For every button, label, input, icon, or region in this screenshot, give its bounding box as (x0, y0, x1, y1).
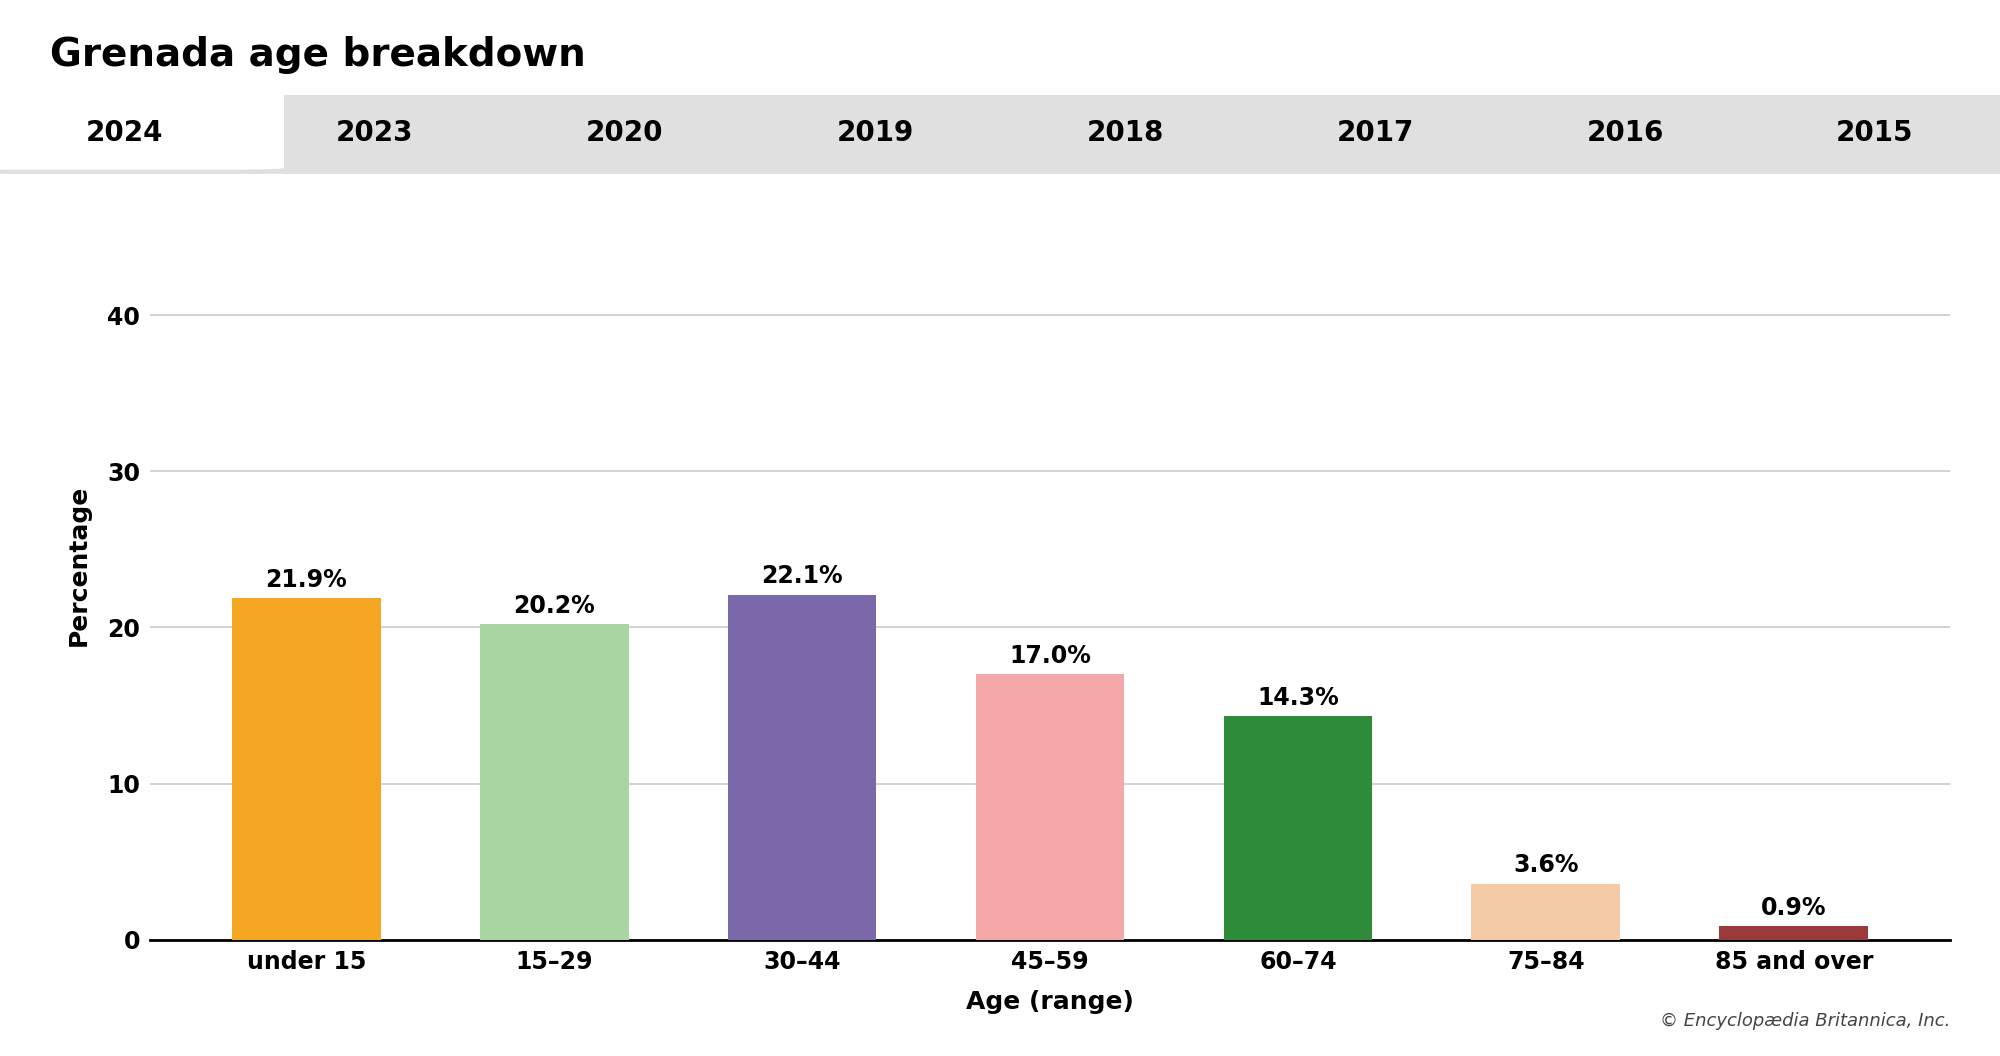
Text: 2019: 2019 (836, 119, 914, 147)
Text: 20.2%: 20.2% (514, 595, 596, 618)
Y-axis label: Percentage: Percentage (66, 485, 90, 645)
FancyBboxPatch shape (0, 93, 284, 169)
X-axis label: Age (range): Age (range) (966, 991, 1134, 1014)
Text: 2015: 2015 (1836, 119, 1914, 147)
Bar (1224, 716, 1372, 940)
Bar (232, 598, 380, 940)
Bar (728, 595, 876, 940)
Text: Grenada age breakdown: Grenada age breakdown (50, 37, 586, 74)
Bar (1472, 884, 1620, 940)
Text: 17.0%: 17.0% (1010, 644, 1090, 668)
Text: 2020: 2020 (586, 119, 664, 147)
Text: 3.6%: 3.6% (1514, 853, 1578, 878)
Text: 22.1%: 22.1% (762, 564, 842, 588)
Bar (976, 675, 1124, 940)
Text: 2024: 2024 (86, 119, 164, 147)
Text: 2017: 2017 (1336, 119, 1414, 147)
Text: 21.9%: 21.9% (266, 567, 348, 591)
Text: 2018: 2018 (1086, 119, 1164, 147)
Text: © Encyclopædia Britannica, Inc.: © Encyclopædia Britannica, Inc. (1660, 1012, 1950, 1030)
Text: 2023: 2023 (336, 119, 414, 147)
Text: 0.9%: 0.9% (1762, 895, 1826, 920)
Bar (1720, 926, 1868, 940)
FancyBboxPatch shape (0, 95, 2000, 174)
Bar (480, 624, 628, 940)
Text: 2016: 2016 (1586, 119, 1664, 147)
Text: 14.3%: 14.3% (1258, 686, 1338, 711)
